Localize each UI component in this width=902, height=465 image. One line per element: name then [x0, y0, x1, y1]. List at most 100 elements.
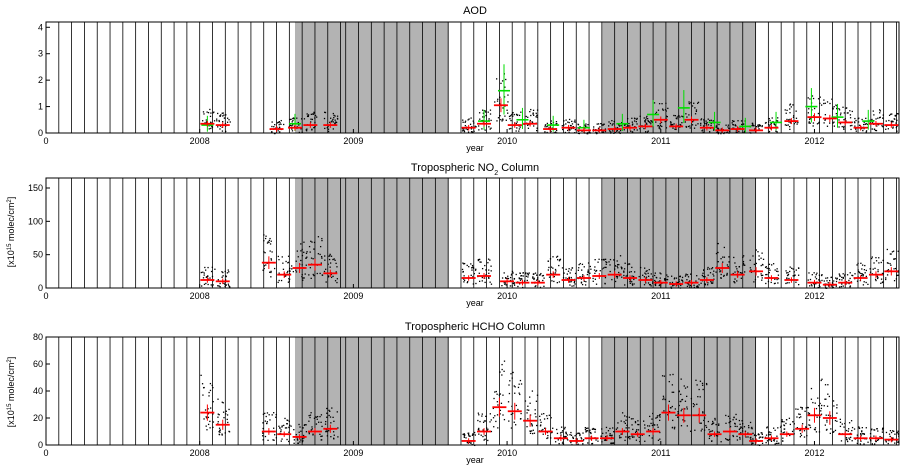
data-point [205, 282, 207, 285]
data-point [659, 419, 661, 422]
data-point [861, 268, 863, 270]
data-point [495, 420, 497, 423]
data-point [524, 400, 527, 402]
data-point [648, 284, 651, 286]
data-point [228, 119, 230, 121]
data-point [278, 124, 280, 126]
data-point [279, 122, 281, 124]
data-point [655, 283, 657, 285]
data-point [302, 427, 304, 429]
data-point [548, 414, 550, 416]
data-point [552, 256, 554, 258]
data-point [328, 430, 330, 432]
data-point [526, 124, 529, 126]
data-point [737, 271, 740, 273]
data-point [842, 276, 844, 279]
data-point [334, 122, 336, 124]
data-point [817, 98, 820, 100]
data-point [768, 271, 770, 274]
data-point [608, 125, 610, 127]
data-point [882, 427, 884, 430]
data-point [819, 280, 821, 282]
data-point [779, 426, 782, 428]
data-point [882, 114, 884, 116]
data-point [890, 431, 893, 434]
data-point [745, 436, 747, 438]
data-point [712, 120, 714, 122]
data-point [863, 128, 865, 130]
data-point [699, 422, 701, 424]
data-point [567, 278, 569, 280]
data-point [795, 110, 797, 112]
data-point [708, 437, 711, 440]
y-tick-label: 0 [38, 128, 43, 138]
data-point [618, 263, 620, 266]
data-point [678, 280, 680, 282]
data-point [473, 273, 475, 275]
data-point [702, 388, 704, 391]
data-point [892, 127, 894, 129]
data-point [321, 425, 323, 428]
data-point [776, 435, 778, 437]
data-point [668, 380, 670, 383]
data-point [328, 255, 330, 257]
data-point [729, 417, 731, 420]
data-point [701, 130, 703, 132]
data-point [309, 251, 311, 253]
data-point [327, 125, 329, 128]
x-tick-label: 2009 [343, 448, 363, 458]
data-point [481, 109, 484, 111]
data-point [564, 436, 567, 438]
data-point [319, 253, 321, 256]
data-point [777, 278, 780, 280]
data-point [286, 423, 288, 425]
data-point [532, 277, 534, 279]
data-point [584, 426, 587, 429]
data-point [603, 258, 605, 261]
data-point [861, 430, 863, 432]
data-point [529, 396, 531, 398]
data-point [601, 441, 603, 443]
data-point [668, 410, 671, 413]
data-point [570, 276, 572, 279]
data-point [635, 121, 637, 123]
data-point [829, 102, 831, 105]
data-point [277, 121, 280, 124]
data-point [842, 277, 844, 279]
data-point [848, 422, 851, 424]
data-point [789, 122, 792, 124]
data-point [483, 420, 486, 422]
data-point [809, 426, 812, 429]
data-point [621, 412, 624, 414]
data-point [702, 129, 704, 131]
data-point [505, 277, 507, 279]
data-point [518, 114, 521, 117]
data-point [726, 264, 729, 266]
data-point [794, 274, 796, 276]
data-point [666, 274, 668, 276]
data-point [558, 264, 560, 267]
data-point [471, 269, 473, 271]
data-point [609, 270, 611, 273]
data-point [669, 282, 671, 284]
data-point [891, 430, 894, 432]
data-point [219, 286, 221, 288]
data-point [693, 102, 695, 104]
data-point [536, 279, 538, 281]
data-point [519, 272, 521, 274]
data-point [301, 131, 303, 134]
data-point [877, 124, 880, 126]
data-point [682, 419, 684, 421]
data-point [503, 272, 505, 274]
data-point [333, 258, 335, 260]
data-point [602, 267, 605, 269]
data-point [720, 258, 722, 260]
data-point [785, 270, 787, 272]
data-point [734, 425, 736, 428]
data-point [609, 427, 611, 430]
data-point [871, 428, 873, 430]
data-point [826, 280, 828, 282]
data-point [539, 274, 541, 276]
panel-no2: Tropospheric NO2 Column 0 2008 2009 2010 201… [6, 162, 900, 308]
data-point [504, 283, 506, 285]
